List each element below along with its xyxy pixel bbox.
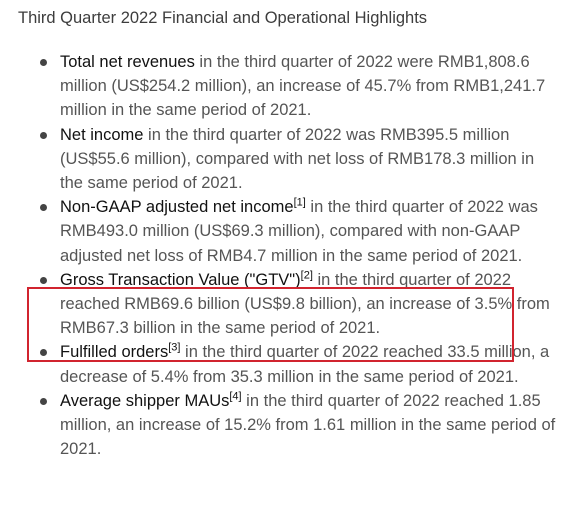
highlight-item-net-income: Net income in the third quarter of 2022 … [0,123,560,196]
item-term: Average shipper MAUs [60,391,230,410]
item-text: in the third quarter of 2022 were RMB1,8… [60,53,546,120]
footnote-link[interactable]: [4] [229,390,242,403]
bullet-icon [40,204,47,212]
item-term: Non-GAAP adjusted net income [60,198,294,217]
item-term: Gross Transaction Value ("GTV") [60,270,301,289]
footnote-link[interactable]: [2] [300,269,313,282]
item-text: in the third quarter of 2022 reached 33.… [60,343,550,386]
highlight-item-shipper-maus: Average shipper MAUs[4] in the third qua… [0,389,560,462]
bullet-icon [40,276,47,284]
item-term: Total net revenues [60,53,195,71]
highlight-item-revenues: Total net revenues in the third quarter … [0,50,560,123]
item-text: in the third quarter of 2022 reached RMB… [60,270,550,338]
footnote-link[interactable]: [3] [168,341,181,354]
highlights-list: Total net revenues in the third quarter … [0,50,560,461]
highlight-item-adjusted-net-income: Non-GAAP adjusted net income[1] in the t… [0,195,560,268]
item-text: in the third quarter of 2022 was RMB395.… [60,125,535,193]
item-term: Net income [60,125,144,144]
bullet-icon [40,131,47,139]
section-heading: Third Quarter 2022 Financial and Operati… [18,9,428,27]
highlight-item-fulfilled-orders: Fulfilled orders[3] in the third quarter… [0,340,560,388]
bullet-icon [40,59,47,66]
bullet-icon [40,349,47,357]
bullet-icon [40,397,47,405]
item-text: in the third quarter of 2022 was RMB493.… [60,198,538,265]
item-term: Fulfilled orders [60,343,169,362]
highlight-item-gtv: Gross Transaction Value ("GTV")[2] in th… [0,268,560,341]
item-text: in the third quarter of 2022 reached 1.8… [60,391,556,459]
footnote-link[interactable]: [1] [293,196,306,209]
